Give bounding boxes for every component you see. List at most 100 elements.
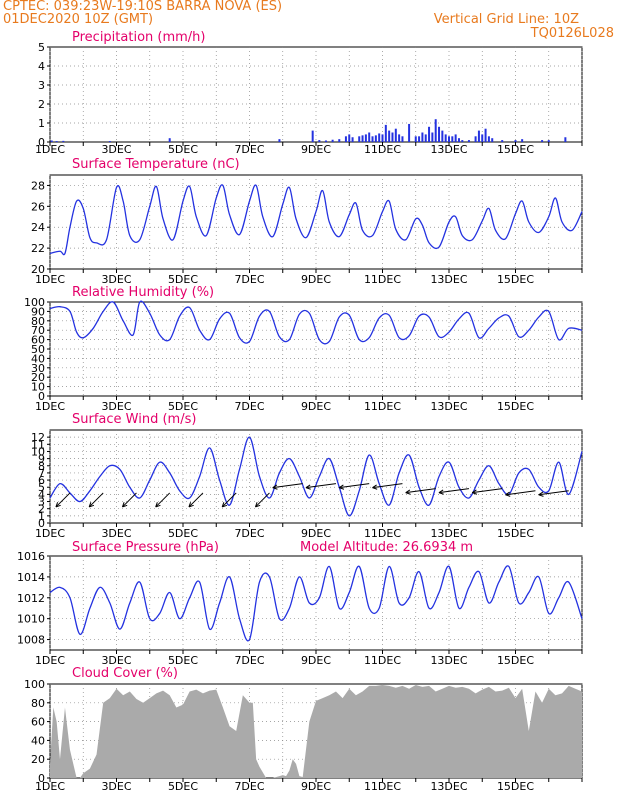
wind-arrow-head xyxy=(471,489,478,495)
wind-arrow xyxy=(188,492,204,508)
precip-bar xyxy=(448,136,450,142)
humidity-ytick-label: 40 xyxy=(31,352,45,365)
wind-series-line xyxy=(49,436,583,517)
wind-ytick-label: 6 xyxy=(38,474,45,487)
cloud-xtick-label: 13DEC xyxy=(430,780,467,793)
precip-bar xyxy=(547,140,550,142)
precip-bar xyxy=(418,136,421,142)
wind-xtick-label: 11DEC xyxy=(364,527,401,540)
precip-ytick-label: 1 xyxy=(38,117,45,130)
temp-frame xyxy=(49,174,583,270)
precip-xtick-label: 13DEC xyxy=(430,143,467,156)
precip-bar xyxy=(501,140,504,142)
wind-title: Surface Wind (m/s) xyxy=(72,412,196,427)
precip-bar xyxy=(378,133,381,142)
temp-xtick-label: 5DEC xyxy=(168,273,198,286)
precip-bar xyxy=(477,130,480,142)
temp-series-line xyxy=(49,184,583,256)
temp-xtick-label: 15DEC xyxy=(497,273,534,286)
wind-arrow xyxy=(88,492,104,508)
precip-bar xyxy=(394,128,397,142)
precip-bar xyxy=(487,136,490,142)
humidity-series-line xyxy=(49,300,583,345)
wind-arrow-head xyxy=(505,491,511,497)
wind-ytick-label: 7 xyxy=(38,467,45,480)
precip-bar xyxy=(398,134,401,142)
wind-xtick-label: 1DEC xyxy=(35,527,65,540)
precip-bar xyxy=(408,123,411,142)
temp-xtick-label: 3DEC xyxy=(101,273,131,286)
precip-xtick-label: 11DEC xyxy=(364,143,401,156)
wind-arrow xyxy=(538,490,569,496)
humidity-ytick-label: 30 xyxy=(31,362,45,375)
pressure-series-line xyxy=(49,565,583,642)
precip-ytick-label: 3 xyxy=(38,79,45,92)
pressure-ytick-label: 1010 xyxy=(17,613,45,626)
header-gridline-note: Vertical Grid Line: 10Z xyxy=(433,12,579,27)
wind-xtick-label: 13DEC xyxy=(430,527,467,540)
wind-ytick-label: 4 xyxy=(38,488,45,501)
wind-xtick-label: 9DEC xyxy=(301,527,331,540)
precip-bar xyxy=(50,140,53,142)
precip-xtick-label: 15DEC xyxy=(497,143,534,156)
pressure-xtick-label: 5DEC xyxy=(168,654,198,667)
wind-arrow xyxy=(122,492,137,508)
wind-xtick-label: 7DEC xyxy=(234,527,264,540)
wind-arrow xyxy=(155,492,171,508)
wind-frame xyxy=(49,429,583,524)
precip-bar xyxy=(381,134,384,142)
temp-ytick-label: 26 xyxy=(31,200,45,213)
wind-ytick-label: 3 xyxy=(38,496,45,509)
wind-ytick-label: 10 xyxy=(31,445,45,458)
wind-xtick-label: 5DEC xyxy=(168,527,198,540)
precip-ytick-label: 5 xyxy=(38,41,45,54)
precip-title: Precipitation (mm/h) xyxy=(72,30,205,45)
precip-xtick-label: 3DEC xyxy=(101,143,131,156)
temp-ytick-label: 28 xyxy=(31,179,45,192)
precip-bar xyxy=(444,134,447,142)
precip-bar xyxy=(441,130,444,142)
humidity-xtick-label: 13DEC xyxy=(430,400,467,413)
precip-bar xyxy=(364,134,367,142)
pressure-xtick-label: 13DEC xyxy=(430,654,467,667)
precip-bar xyxy=(521,139,524,142)
header-model-code: TQ0126L028 xyxy=(530,26,614,41)
temp-xtick-label: 11DEC xyxy=(364,273,401,286)
pressure-xtick-label: 9DEC xyxy=(301,654,331,667)
precip-bar xyxy=(484,128,487,142)
pressure-xtick-label: 7DEC xyxy=(234,654,264,667)
temp-xtick-label: 7DEC xyxy=(234,273,264,286)
wind-xtick-label: 15DEC xyxy=(497,527,534,540)
humidity-xtick-label: 11DEC xyxy=(364,400,401,413)
pressure-xtick-label: 3DEC xyxy=(101,654,131,667)
cloud-title: Cloud Cover (%) xyxy=(72,666,178,681)
temp-ytick-label: 20 xyxy=(31,263,45,276)
wind-arrow xyxy=(505,490,536,496)
precip-bar xyxy=(461,140,464,142)
precip-bar xyxy=(368,132,371,142)
precip-bar xyxy=(454,134,457,142)
cloud-area xyxy=(50,684,582,778)
pressure-ytick-label: 1012 xyxy=(17,592,45,605)
precip-xtick-label: 7DEC xyxy=(234,143,264,156)
humidity-ytick-label: 0 xyxy=(38,390,45,403)
precip-bar xyxy=(391,132,394,142)
wind-ytick-label: 9 xyxy=(38,453,45,466)
humidity-ytick-label: 90 xyxy=(31,305,45,318)
wind-xtick-label: 3DEC xyxy=(101,527,131,540)
cloud-xtick-label: 5DEC xyxy=(168,780,198,793)
wind-arrow-head xyxy=(221,502,228,508)
precip-bar xyxy=(541,140,544,142)
wind-arrow xyxy=(272,483,303,489)
wind-arrow-head xyxy=(188,502,194,508)
temp-title: Surface Temperature (nC) xyxy=(72,157,240,172)
precip-bar xyxy=(414,136,417,142)
wind-arrow-head xyxy=(338,484,345,490)
precip-bar xyxy=(514,140,517,142)
cloud-xtick-label: 3DEC xyxy=(101,780,131,793)
wind-arrow-head xyxy=(538,491,544,497)
humidity-ytick-label: 70 xyxy=(31,324,45,337)
humidity-ytick-label: 80 xyxy=(31,315,45,328)
cloud-ytick-label: 20 xyxy=(31,753,45,766)
